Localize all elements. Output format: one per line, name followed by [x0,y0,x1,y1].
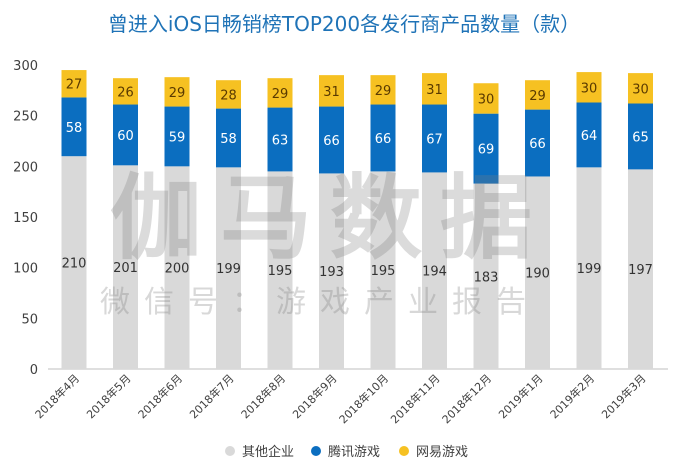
data-label: 64 [581,129,598,144]
bar-segment [113,165,138,369]
bar-segment [216,167,241,369]
bar-segment [61,70,87,98]
data-label: 67 [426,132,443,147]
bar-segment [525,109,550,177]
data-label: 190 [525,267,550,282]
bar-segment [422,73,447,105]
y-tick-label: 250 [13,110,38,125]
x-tick-label: 2018年8月 [238,371,288,421]
bar-segment [113,78,138,105]
bar-segment [370,171,396,369]
legend-label: 其他企业 [242,444,294,460]
x-tick-label: 2018年10月 [336,371,391,426]
bar-segment [267,78,293,108]
data-label: 58 [66,121,83,136]
bar-segment [61,156,87,369]
data-label: 28 [220,88,237,103]
data-label: 31 [426,83,443,98]
data-label: 210 [62,257,87,272]
bar-segment [576,102,602,168]
x-tick-label: 2018年5月 [83,371,133,421]
bar-segment [216,108,241,168]
x-tick-label: 2018年7月 [186,371,236,421]
data-label: 194 [422,265,447,280]
bar-segment [628,169,653,369]
legend-label: 腾讯游戏 [328,444,380,460]
bar-segment [473,183,499,369]
x-tick-label: 2018年6月 [135,371,185,421]
data-label: 26 [117,85,134,100]
data-label: 31 [323,85,340,100]
y-tick-label: 50 [21,312,38,327]
data-label: 193 [319,265,344,280]
bar-segment [422,172,447,369]
bar-segment [113,104,138,166]
bar-segment [628,73,653,104]
x-tick-label: 2018年9月 [289,371,339,421]
bar-segment [576,167,602,369]
bar-segment [164,166,190,369]
y-tick-label: 300 [13,59,38,74]
x-tick-label: 2018年11月 [387,371,442,426]
bar-segment [164,106,190,167]
bar-segment [370,75,396,105]
bar-segment [525,80,550,110]
data-label: 29 [169,86,186,101]
x-tick-label: 2019年2月 [547,371,597,421]
bar-segment [576,72,602,103]
bar-segment [525,176,550,369]
data-label: 30 [581,81,598,96]
data-label: 29 [375,84,392,99]
x-tick-label: 2019年1月 [495,371,545,421]
data-label: 199 [577,262,602,277]
x-tick-label: 2018年12月 [439,371,494,426]
data-label: 29 [529,89,546,104]
data-label: 69 [478,143,495,158]
data-label: 195 [371,264,396,279]
x-tick-label: 2018年4月 [32,371,82,421]
data-label: 60 [117,129,134,144]
data-label: 59 [169,130,186,145]
data-label: 63 [272,133,289,148]
bar-segment [473,83,499,114]
chart-title: 曾进入iOS日畅销榜TOP200各发行商产品数量（款） [107,12,581,36]
bar-segment [61,97,87,157]
data-label: 27 [66,78,83,93]
bar-segment [267,171,293,369]
data-label: 29 [272,87,289,102]
legend-label: 网易游戏 [416,445,468,460]
data-label: 30 [478,92,495,107]
data-label: 66 [323,134,340,149]
legend-marker [225,446,235,456]
data-label: 199 [216,262,241,277]
data-label: 195 [268,264,293,279]
data-label: 197 [628,263,653,278]
bar-segment [319,75,344,107]
data-label: 65 [632,130,649,145]
bar-segment [216,80,241,109]
bar-segment [319,106,344,174]
bar-segment [370,104,396,172]
data-label: 58 [220,132,237,147]
bar-segment [267,107,293,172]
data-label: 200 [165,262,190,277]
y-tick-label: 0 [30,363,38,378]
bar-segment [319,173,344,369]
x-tick-label: 2019年3月 [598,371,648,421]
data-label: 183 [474,270,499,285]
data-label: 201 [113,261,138,276]
bar-segment [164,77,190,107]
y-tick-label: 150 [13,211,38,226]
bar-segment [628,103,653,170]
y-tick-label: 200 [13,160,38,175]
bar-segment [473,113,499,184]
data-label: 66 [375,132,392,147]
bar-segment [422,104,447,173]
legend-marker [399,446,409,456]
legend-marker [311,446,321,456]
data-label: 66 [529,137,546,152]
y-tick-label: 100 [13,262,38,277]
data-label: 30 [632,82,649,97]
